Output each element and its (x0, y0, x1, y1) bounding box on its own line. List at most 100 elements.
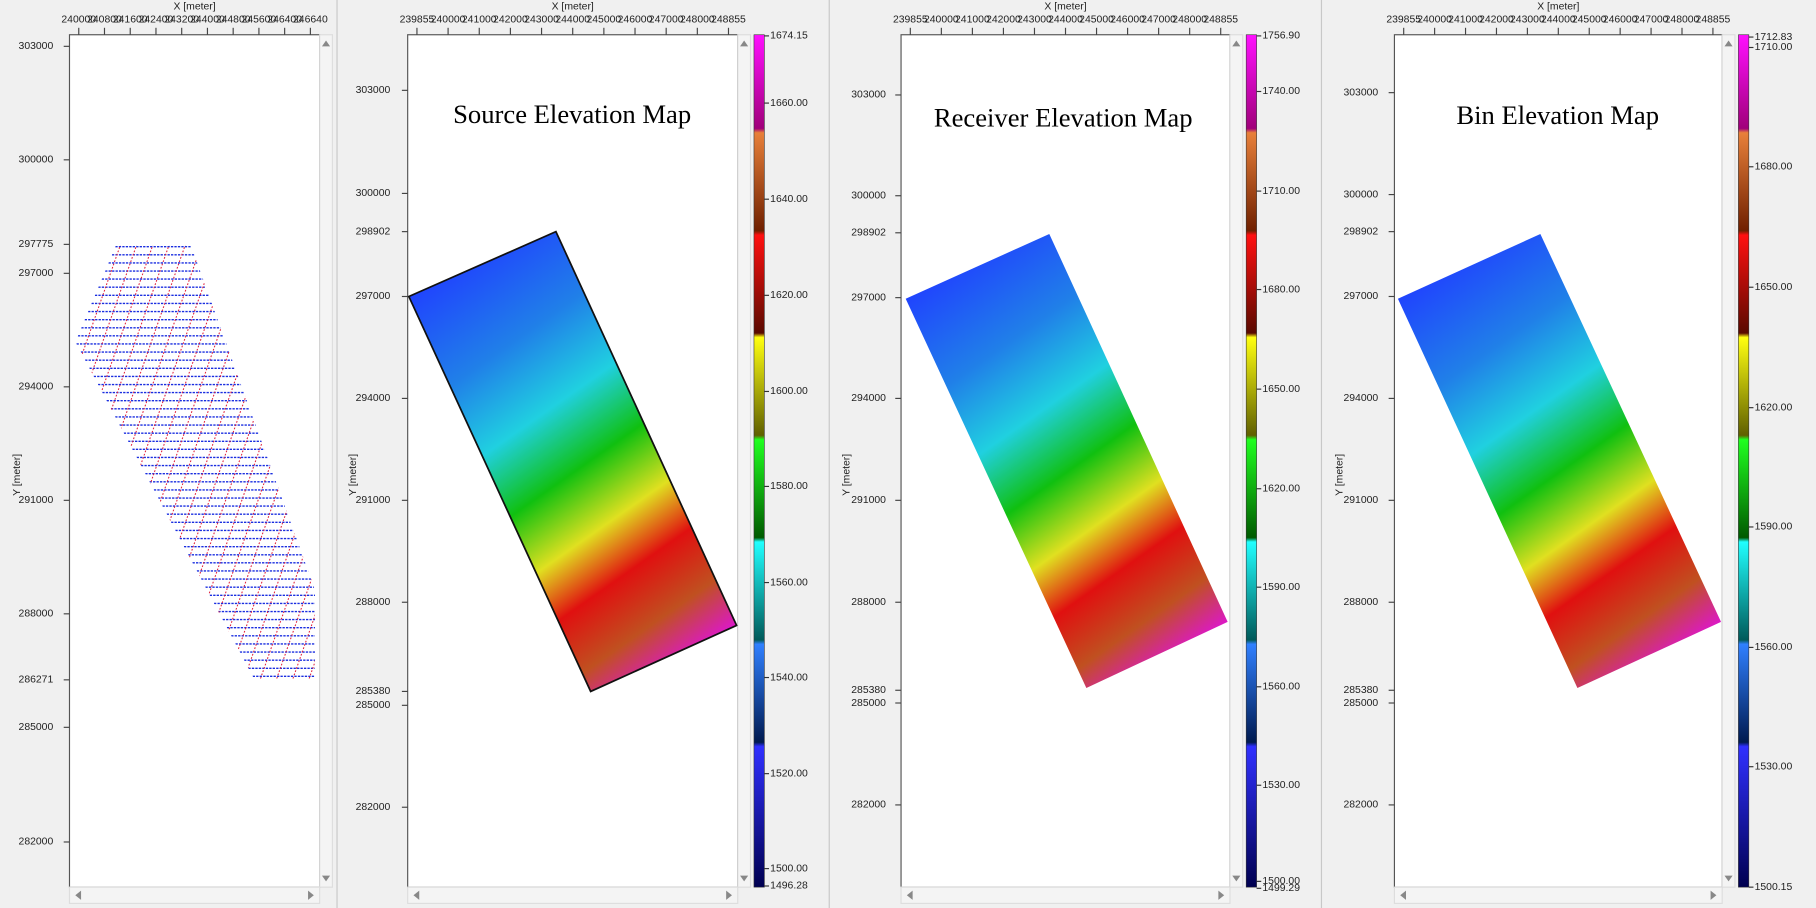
x-tick-label: 240800 (87, 14, 122, 25)
colorbar-label: 1712.83 (1755, 32, 1793, 43)
h-scrollbar[interactable] (1393, 886, 1723, 904)
y-tick-label: 282000 (19, 837, 54, 848)
elevation-map (407, 230, 738, 693)
y-tick-label: 291000 (19, 495, 54, 506)
x-tick-label: 248000 (680, 14, 715, 25)
scroll-left[interactable] (75, 890, 82, 900)
v-scrollbar[interactable] (319, 34, 333, 888)
h-scrollbar[interactable] (407, 886, 739, 904)
y-tick-label: 288000 (19, 609, 54, 620)
map-title: Source Elevation Map (453, 99, 691, 129)
source-line (0, 232, 12, 695)
scroll-left[interactable] (1400, 890, 1407, 900)
colorbar-label: 1530.00 (1755, 761, 1793, 772)
colorbar-label: 1710.00 (1755, 42, 1793, 53)
scroll-down[interactable] (1724, 875, 1733, 882)
scroll-right[interactable] (308, 890, 314, 900)
scroll-down[interactable] (740, 875, 749, 882)
colorbar-label: 1660.00 (770, 98, 808, 109)
scroll-right[interactable] (726, 890, 732, 900)
x-tick-label: 246000 (1110, 14, 1145, 25)
x-tick-label: 248000 (1665, 14, 1700, 25)
x-tick-label: 247000 (1141, 14, 1176, 25)
colorbar (753, 34, 765, 888)
y-tick-label: 303000 (356, 85, 391, 96)
scroll-down[interactable] (1232, 875, 1241, 882)
y-tick-label: 303000 (851, 90, 886, 101)
colorbar-label: 1540.00 (770, 672, 808, 683)
source-line (0, 232, 60, 695)
y-axis-title: Y [meter] (12, 454, 23, 496)
v-scrollbar[interactable] (1721, 34, 1736, 888)
colorbar-label: 1580.00 (770, 481, 808, 492)
x-tick-label: 241000 (955, 14, 990, 25)
x-tick-label: 242000 (493, 14, 528, 25)
x-tick-label: 243000 (1017, 14, 1052, 25)
scroll-down[interactable] (321, 875, 331, 882)
y-tick-label: 291000 (1343, 495, 1378, 506)
y-tick-label: 282000 (356, 802, 391, 813)
colorbar-label: 1590.00 (1262, 582, 1300, 593)
x-tick-label: 245600 (242, 14, 277, 25)
scroll-up[interactable] (1724, 40, 1733, 47)
scroll-up[interactable] (1232, 40, 1241, 47)
map-panel: X [meter] Y [meter] 2398552400002410002420… (841, 2, 1300, 904)
y-tick-label: 303000 (19, 41, 54, 52)
colorbar-label: 1496.28 (770, 881, 808, 892)
colorbar-label: 1680.00 (1262, 284, 1300, 295)
y-tick-label: 288000 (356, 597, 391, 608)
y-tick-label: 300000 (851, 190, 886, 201)
y-tick-label: 297000 (19, 268, 54, 279)
x-tick-label: 243000 (524, 14, 559, 25)
x-tick-label: 239855 (893, 14, 928, 25)
colorbar-label: 1620.00 (1755, 402, 1793, 413)
y-tick-label: 288000 (1343, 597, 1378, 608)
v-scrollbar[interactable] (1229, 34, 1244, 888)
x-tick-label: 239855 (400, 14, 435, 25)
map-title: Bin Elevation Map (1456, 100, 1659, 130)
x-tick-label: 241600 (113, 14, 148, 25)
y-axis-title: Y [meter] (841, 454, 852, 496)
y-tick-label: 285000 (19, 722, 54, 733)
colorbar-label: 1650.00 (1262, 384, 1300, 395)
colorbar-label: 1740.00 (1262, 86, 1300, 97)
x-axis-title: X [meter] (173, 2, 215, 13)
x-tick-label: 243200 (164, 14, 199, 25)
elevation-map (1397, 233, 1722, 688)
y-tick-label: 285000 (1343, 698, 1378, 709)
x-tick-label: 244000 (1048, 14, 1083, 25)
y-tick-label: 298902 (356, 226, 391, 237)
y-tick-label: 300000 (356, 188, 391, 199)
y-axis-title: Y [meter] (1335, 454, 1346, 496)
x-tick-label: 244800 (216, 14, 251, 25)
x-tick-label: 246400 (267, 14, 302, 25)
survey-layout (0, 232, 316, 695)
x-tick-label: 246640 (293, 14, 328, 25)
y-tick-label: 285380 (1343, 685, 1378, 696)
colorbar-label: 1560.00 (1262, 682, 1300, 693)
scroll-up[interactable] (321, 40, 331, 47)
y-tick-label: 303000 (1343, 87, 1378, 98)
h-scrollbar[interactable] (68, 886, 321, 904)
v-scrollbar[interactable] (737, 34, 752, 888)
scroll-right[interactable] (1218, 890, 1225, 900)
h-scrollbar[interactable] (900, 886, 1231, 904)
scroll-left[interactable] (906, 890, 913, 900)
colorbar-label: 1590.00 (1755, 522, 1793, 533)
colorbar-label: 1500.15 (1755, 882, 1793, 893)
scroll-left[interactable] (413, 890, 420, 900)
scroll-right[interactable] (1710, 890, 1717, 900)
map-panel: X [meter] Y [meter] 2400002408002416002424… (0, 2, 333, 904)
x-tick-label: 248855 (711, 14, 746, 25)
colorbar (1738, 34, 1750, 888)
colorbar-label: 1674.15 (770, 31, 808, 42)
colorbar-label: 1680.00 (1755, 162, 1793, 173)
colorbar-label: 1560.00 (770, 577, 808, 588)
scroll-up[interactable] (740, 40, 749, 47)
x-tick-label: 243000 (1510, 14, 1545, 25)
map-panel: X [meter] Y [meter] 2398552400002410002420… (348, 2, 808, 904)
y-tick-label: 291000 (356, 495, 391, 506)
x-tick-label: 240000 (431, 14, 466, 25)
x-tick-label: 240000 (61, 14, 96, 25)
y-tick-label: 285380 (356, 686, 391, 697)
